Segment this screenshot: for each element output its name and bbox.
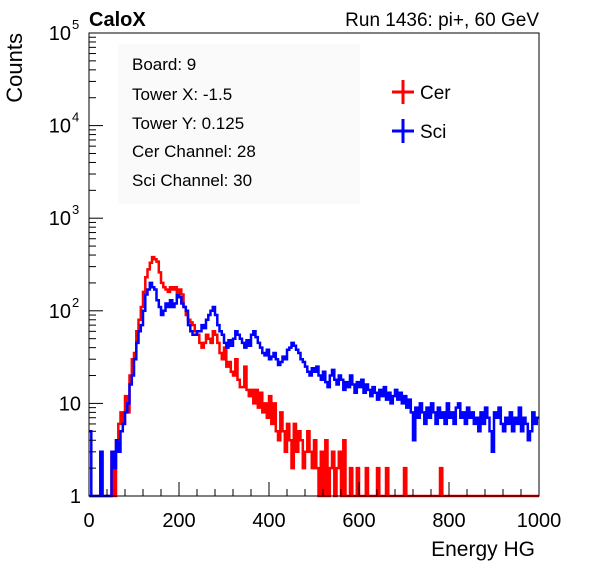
x-tick-label: 200	[162, 510, 195, 532]
run-label: Run 1436: pi+, 60 GeV	[345, 10, 539, 31]
experiment-label: CaloX	[89, 9, 146, 31]
y-tick-exponent: 5	[72, 17, 79, 32]
legend-cer-label: Cer	[420, 83, 451, 104]
series-layer	[89, 255, 539, 498]
y-tick-label: 10	[49, 208, 71, 230]
x-tick-label: 800	[432, 510, 465, 532]
legend-sci-label: Sci	[420, 122, 446, 143]
y-tick-exponent: 2	[72, 295, 79, 310]
y-axis-title: Counts	[2, 33, 27, 103]
x-tick-label: 400	[252, 510, 285, 532]
y-tick-label: 10	[49, 116, 71, 138]
plot-frame	[88, 32, 540, 497]
x-axis-title: Energy HG	[431, 538, 535, 561]
legend-entry-cer: Cer	[392, 80, 451, 104]
info-box-background	[118, 44, 360, 204]
info-tower-x: Tower X: -1.5	[132, 85, 232, 104]
y-tick-label: 10	[49, 301, 71, 323]
info-sci-channel: Sci Channel: 30	[132, 171, 252, 190]
legend-entry-sci: Sci	[392, 119, 446, 143]
info-cer-channel: Cer Channel: 28	[132, 142, 256, 161]
info-box: Board: 9 Tower X: -1.5 Tower Y: 0.125 Ce…	[118, 44, 360, 204]
x-tick-label: 600	[342, 510, 375, 532]
series-line-sci	[89, 281, 539, 498]
y-tick-exponent: 3	[72, 202, 79, 217]
y-tick-label: 10	[59, 393, 81, 415]
y-tick-label: 10	[49, 23, 71, 45]
x-tick-label: 0	[83, 510, 94, 532]
info-tower-y: Tower Y: 0.125	[132, 114, 244, 133]
legend: Cer Sci	[392, 80, 451, 143]
y-tick-exponent: 4	[72, 110, 79, 125]
info-board: Board: 9	[132, 55, 196, 74]
y-tick-label: 1	[70, 486, 81, 508]
x-tick-label: 1000	[517, 510, 562, 532]
